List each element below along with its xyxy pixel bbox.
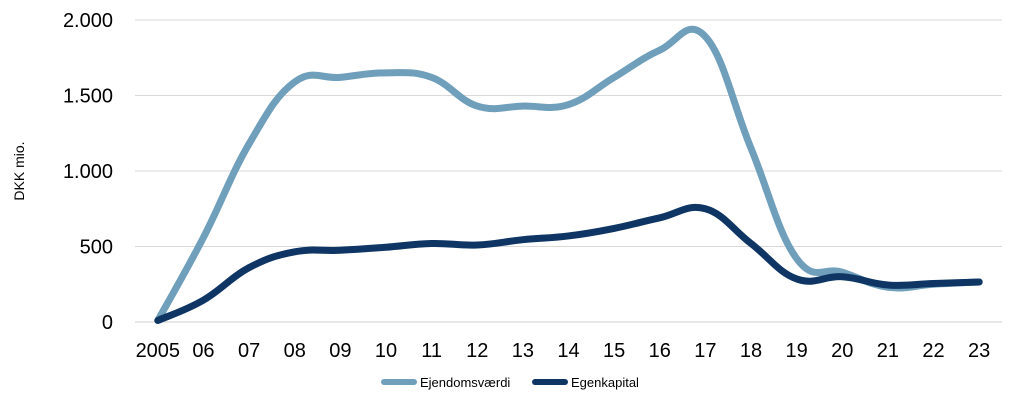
- y-tick-label: 2.000: [63, 10, 113, 32]
- x-tick-label: 16: [649, 340, 671, 362]
- x-tick-label: 22: [922, 340, 944, 362]
- x-tick-label: 10: [375, 340, 397, 362]
- series-line-1: [154, 203, 983, 324]
- x-tick-label: 12: [466, 340, 488, 362]
- x-tick-label: 20: [831, 340, 853, 362]
- x-tick-label: 15: [603, 340, 625, 362]
- y-tick-label: 500: [80, 237, 113, 259]
- gridlines: [135, 19, 1002, 247]
- x-tick-label: 19: [786, 340, 808, 362]
- legend-label: Egenkapital: [571, 375, 639, 390]
- x-axis-ticks: 2005 06 07 08 09 10 11 12 13 14 15 16 17 18 19 20 21 22 23: [136, 340, 991, 362]
- y-tick-label: 1.500: [63, 86, 113, 108]
- x-tick-label: 23: [968, 340, 990, 362]
- y-tick-label: 0: [102, 312, 113, 334]
- x-tick-label: 13: [512, 340, 534, 362]
- y-tick-label: 1.000: [63, 161, 113, 183]
- x-tick-label: 18: [740, 340, 762, 362]
- x-tick-label: 21: [877, 340, 899, 362]
- x-tick-label: 14: [557, 340, 579, 362]
- legend-label: Ejendomsværdi: [420, 375, 510, 390]
- x-tick-label: 07: [238, 340, 260, 362]
- y-axis-ticks: 0 500 1.000 1.500 2.000: [63, 10, 113, 334]
- x-tick-label: 11: [421, 340, 442, 362]
- x-tick-label: 17: [694, 340, 716, 362]
- x-tick-label: 08: [284, 340, 306, 362]
- x-tick-label: 06: [192, 340, 214, 362]
- series-lines: [154, 25, 983, 324]
- x-tick-label: 2005: [136, 340, 181, 362]
- x-tick-label: 09: [329, 340, 351, 362]
- legend: Ejendomsværdi Egenkapital: [381, 375, 639, 390]
- series-line-0: [154, 25, 983, 324]
- y-axis-label: DKK mio.: [11, 141, 27, 200]
